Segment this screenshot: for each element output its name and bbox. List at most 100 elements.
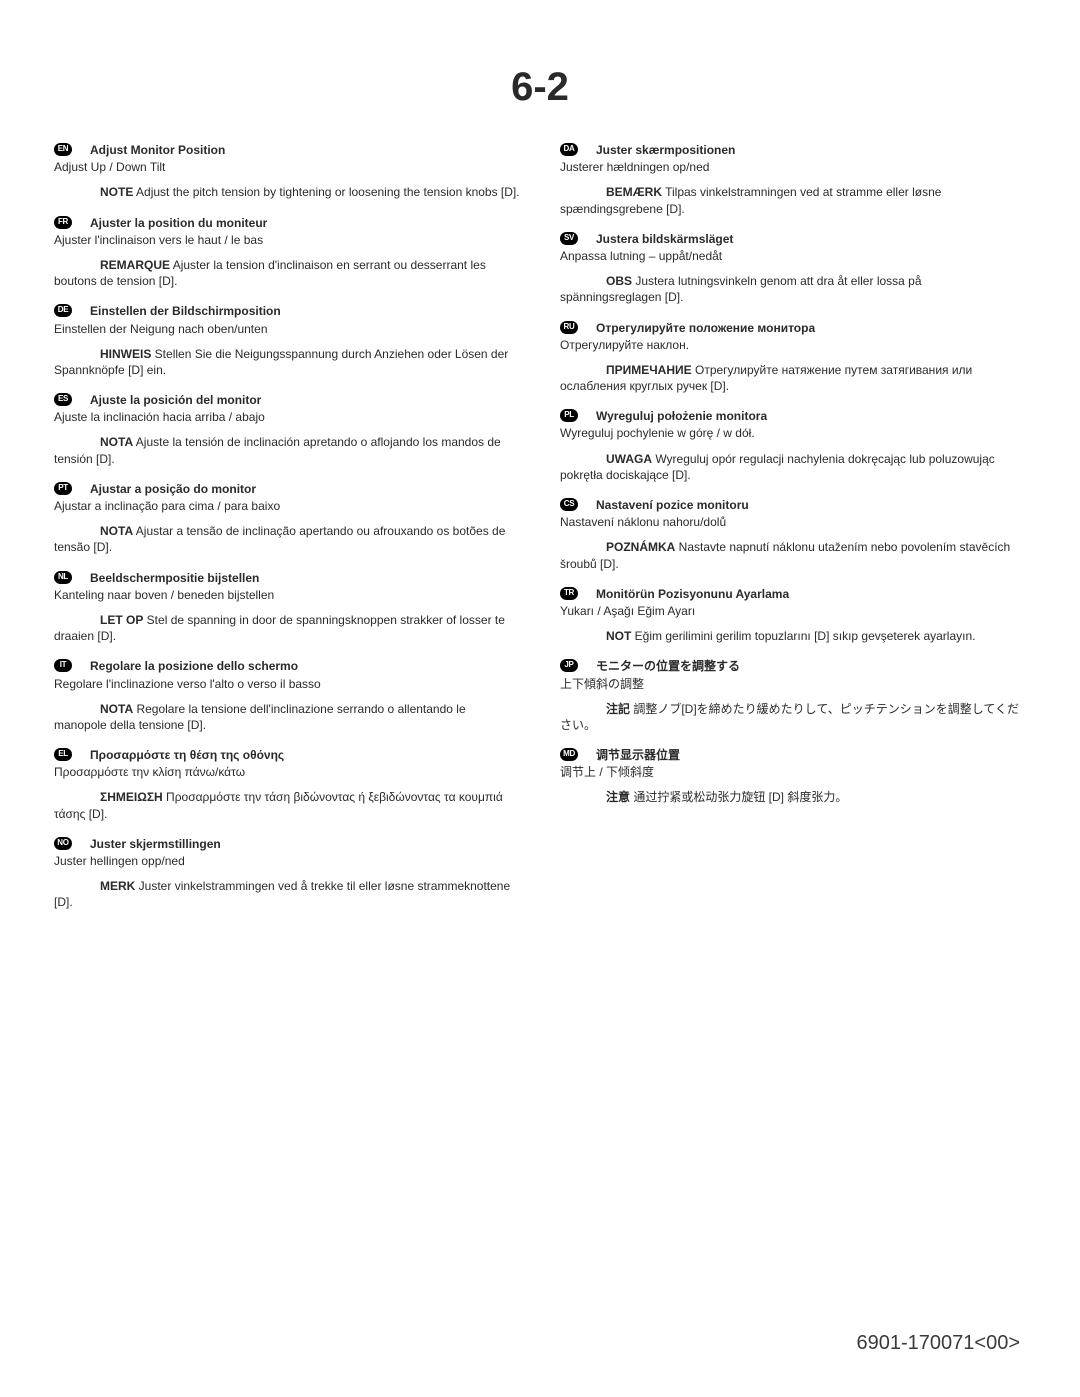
content-columns: ENAdjust Monitor PositionAdjust Up / Dow… — [54, 142, 1026, 925]
lang-title-wrap: 调节显示器位置 — [596, 747, 680, 763]
note-row: REMARQUE Ajuster la tension d'inclinaiso… — [54, 257, 520, 289]
lang-title-wrap: モニターの位置を調整する — [596, 658, 740, 674]
lang-block-el: EL Προσαρμόστε τη θέση της οθόνηςΠροσαρμό… — [54, 747, 520, 822]
note-text: NOT Eğim gerilimini gerilim topuzlarını … — [560, 628, 1026, 644]
lang-subtitle: Отрегулируйте наклон. — [560, 337, 1026, 353]
note-label: NOTA — [100, 435, 133, 449]
lang-title: Nastavení pozice monitoru — [596, 497, 749, 513]
page-title: 6-2 — [54, 60, 1026, 114]
lang-subtitle: Nastavení náklonu nahoru/dolů — [560, 514, 1026, 530]
lang-title-wrap: Ajuste la posición del monitor — [90, 392, 261, 408]
lang-head: CSNastavení pozice monitoru — [560, 497, 1026, 513]
note-text: NOTA Ajuste la tensión de inclinación ap… — [54, 434, 520, 466]
lang-block-nl: NLBeeldschermpositie bijstellenKanteling… — [54, 570, 520, 645]
note-body: 通过拧紧或松动张力旋钮 [D] 斜度张力。 — [630, 790, 847, 804]
lang-head: RU Отрегулируйте положение монитора — [560, 320, 1026, 336]
note-label: MERK — [100, 879, 135, 893]
lang-title: Отрегулируйте положение монитора — [596, 320, 815, 336]
note-label: HINWEIS — [100, 347, 151, 361]
note-label: NOTE — [100, 185, 133, 199]
lang-head: EL Προσαρμόστε τη θέση της οθόνης — [54, 747, 520, 763]
note-row: MERK Juster vinkelstrammingen ved å trek… — [54, 878, 520, 910]
lang-code-badge: ES — [54, 393, 72, 406]
lang-title-wrap: Juster skjermstillingen — [90, 836, 221, 852]
note-text: REMARQUE Ajuster la tension d'inclinaiso… — [54, 257, 520, 289]
lang-code-badge: DE — [54, 304, 72, 317]
lang-head: MD 调节显示器位置 — [560, 747, 1026, 763]
note-text: 注意 通过拧紧或松动张力旋钮 [D] 斜度张力。 — [560, 789, 1026, 805]
note-text: ПРИМЕЧАНИЕ Отрегулируйте натяжение путем… — [560, 362, 1026, 394]
note-row: LET OP Stel de spanning in door de spann… — [54, 612, 520, 644]
lang-title-wrap: Regolare la posizione dello schermo — [90, 658, 298, 674]
lang-title: Beeldschermpositie bijstellen — [90, 570, 259, 586]
note-text: POZNÁMKA Nastavte napnutí náklonu utažen… — [560, 539, 1026, 571]
lang-subtitle: Juster hellingen opp/ned — [54, 853, 520, 869]
note-text: UWAGA Wyreguluj opór regulacji nachyleni… — [560, 451, 1026, 483]
lang-title: Ajuster la position du moniteur — [90, 215, 267, 231]
lang-code-badge: EN — [54, 143, 72, 156]
lang-subtitle: 调节上 / 下倾斜度 — [560, 764, 1026, 780]
note-body: Eğim gerilimini gerilim topuzlarını [D] … — [631, 629, 975, 643]
note-text: 注記 調整ノブ[D]を締めたり緩めたりして、ピッチテンションを調整してください。 — [560, 701, 1026, 733]
lang-code-badge: PL — [560, 409, 578, 422]
lang-title-wrap: Justera bildskärmsläget — [596, 231, 733, 247]
note-text: MERK Juster vinkelstrammingen ved å trek… — [54, 878, 520, 910]
lang-subtitle: Ajustar a inclinação para cima / para ba… — [54, 498, 520, 514]
lang-block-da: DAJuster skærmpositionenJusterer hældnin… — [560, 142, 1026, 217]
lang-code-badge: JP — [560, 659, 578, 672]
right-column: DAJuster skærmpositionenJusterer hældnin… — [560, 142, 1026, 925]
lang-title-wrap: Beeldschermpositie bijstellen — [90, 570, 259, 586]
lang-head: PLWyreguluj położenie monitora — [560, 408, 1026, 424]
lang-block-jp: JPモニターの位置を調整する上下傾斜の調整注記 調整ノブ[D]を締めたり緩めたり… — [560, 658, 1026, 733]
lang-code-badge: SV — [560, 232, 578, 245]
note-body: Adjust the pitch tension by tightening o… — [133, 185, 519, 199]
lang-title: Ajuste la posición del monitor — [90, 392, 261, 408]
lang-subtitle: Ajuste la inclinación hacia arriba / aba… — [54, 409, 520, 425]
note-label: BEMÆRK — [606, 185, 662, 199]
lang-title-wrap: Ajustar a posição do monitor — [90, 481, 256, 497]
lang-title: Einstellen der Bildschirmposition — [90, 303, 281, 319]
lang-title-wrap: Ajuster la position du moniteur — [90, 215, 267, 231]
note-label: 注記 — [606, 702, 630, 716]
lang-subtitle: Wyreguluj pochylenie w górę / w dół. — [560, 425, 1026, 441]
note-row: NOTA Regolare la tensione dell'inclinazi… — [54, 701, 520, 733]
lang-subtitle: Kanteling naar boven / beneden bijstelle… — [54, 587, 520, 603]
note-row: OBS Justera lutningsvinkeln genom att dr… — [560, 273, 1026, 305]
lang-title-wrap: Adjust Monitor Position — [90, 142, 225, 158]
note-label: ΣΗΜΕΙΩΣΗ — [100, 790, 163, 804]
lang-code-badge: RU — [560, 321, 578, 334]
lang-title: Juster skjermstillingen — [90, 836, 221, 852]
lang-title-wrap: Monitörün Pozisyonunu Ayarlama — [596, 586, 789, 602]
lang-head: PTAjustar a posição do monitor — [54, 481, 520, 497]
note-label: LET OP — [100, 613, 143, 627]
lang-title-wrap: Nastavení pozice monitoru — [596, 497, 749, 513]
lang-block-pt: PTAjustar a posição do monitorAjustar a … — [54, 481, 520, 556]
note-text: OBS Justera lutningsvinkeln genom att dr… — [560, 273, 1026, 305]
note-row: BEMÆRK Tilpas vinkelstramningen ved at s… — [560, 184, 1026, 216]
lang-subtitle: Προσαρμόστε την κλίση πάνω/κάτω — [54, 764, 520, 780]
lang-subtitle: Regolare l'inclinazione verso l'alto o v… — [54, 676, 520, 692]
lang-code-badge: TR — [560, 587, 578, 600]
note-label: NOT — [606, 629, 631, 643]
lang-block-fr: FRAjuster la position du moniteurAjuster… — [54, 215, 520, 290]
lang-title: Regolare la posizione dello schermo — [90, 658, 298, 674]
lang-title-wrap: Προσαρμόστε τη θέση της οθόνης — [90, 747, 284, 763]
lang-head: DAJuster skærmpositionen — [560, 142, 1026, 158]
lang-code-badge: NO — [54, 837, 72, 850]
lang-head: FRAjuster la position du moniteur — [54, 215, 520, 231]
lang-code-badge: MD — [560, 748, 578, 761]
lang-block-cs: CSNastavení pozice monitoruNastavení nák… — [560, 497, 1026, 572]
note-row: ΣΗΜΕΙΩΣΗ Προσαρμόστε την τάση βιδώνοντας… — [54, 789, 520, 821]
lang-head: JP モニターの位置を調整する — [560, 658, 1026, 674]
lang-title: Justera bildskärmsläget — [596, 231, 733, 247]
lang-subtitle: Justerer hældningen op/ned — [560, 159, 1026, 175]
note-label: NOTA — [100, 702, 133, 716]
lang-subtitle: Anpassa lutning – uppåt/nedåt — [560, 248, 1026, 264]
lang-title: Ajustar a posição do monitor — [90, 481, 256, 497]
lang-subtitle: Einstellen der Neigung nach oben/unten — [54, 321, 520, 337]
note-label: 注意 — [606, 790, 630, 804]
lang-code-badge: EL — [54, 748, 72, 761]
note-text: NOTA Ajustar a tensão de inclinação aper… — [54, 523, 520, 555]
lang-block-md: MD调节显示器位置调节上 / 下倾斜度注意 通过拧紧或松动张力旋钮 [D] 斜度… — [560, 747, 1026, 806]
lang-title: Adjust Monitor Position — [90, 142, 225, 158]
